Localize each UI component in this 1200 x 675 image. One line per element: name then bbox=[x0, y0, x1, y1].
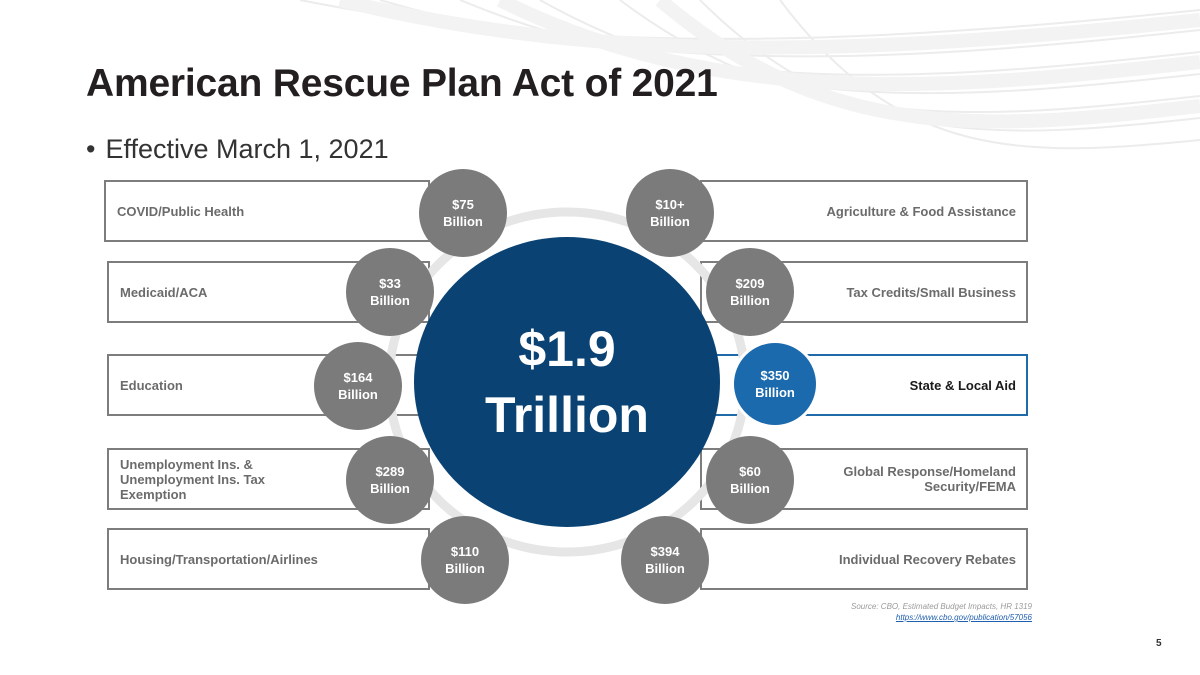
category-box-covid-public-health: COVID/Public Health bbox=[104, 180, 430, 242]
amount-bubble-unemployment: $289 Billion bbox=[346, 436, 434, 524]
category-label: Medicaid/ACA bbox=[120, 284, 208, 300]
bubble-unit: Billion bbox=[370, 293, 410, 308]
amount-bubble-covid: $75 Billion bbox=[419, 169, 507, 257]
category-label: Global Response/Homeland Security/FEMA bbox=[843, 464, 1016, 494]
bubble-unit: Billion bbox=[443, 214, 483, 229]
effective-date-text: Effective March 1, 2021 bbox=[105, 134, 389, 164]
bubble-amount: $350 bbox=[760, 368, 790, 383]
source-link[interactable]: https://www.cbo.gov/publication/57056 bbox=[895, 613, 1032, 622]
page-number: 5 bbox=[1156, 638, 1162, 649]
amount-bubble-state-local-aid: $350 Billion bbox=[731, 340, 819, 428]
category-box-agriculture-food: Agriculture & Food Assistance bbox=[700, 180, 1028, 242]
bubble-amount: $60 bbox=[739, 464, 761, 479]
category-label: COVID/Public Health bbox=[117, 203, 245, 219]
source-text: Source: CBO, Estimated Budget Impacts, H… bbox=[851, 602, 1032, 611]
amount-bubble-agriculture: $10+ Billion bbox=[626, 169, 714, 257]
bubble-unit: Billion bbox=[370, 481, 410, 496]
bubble-amount: $10+ bbox=[655, 197, 685, 212]
bubble-unit: Billion bbox=[338, 387, 378, 402]
category-label: Unemployment Ins. & Unemployment Ins. Ta… bbox=[120, 456, 265, 502]
category-label: Housing/Transportation/Airlines bbox=[120, 551, 318, 567]
source-citation: Source: CBO, Estimated Budget Impacts, H… bbox=[851, 601, 1032, 623]
category-label: Tax Credits/Small Business bbox=[846, 284, 1016, 300]
amount-bubble-global-response: $60 Billion bbox=[706, 436, 794, 524]
bubble-amount: $209 bbox=[735, 276, 765, 291]
amount-bubble-housing: $110 Billion bbox=[421, 516, 509, 604]
bubble-unit: Billion bbox=[755, 385, 795, 400]
amount-bubble-medicaid: $33 Billion bbox=[346, 248, 434, 336]
bubble-amount: $164 bbox=[343, 370, 373, 385]
bubble-amount: $394 bbox=[650, 544, 680, 559]
category-box-individual-recovery-rebates: Individual Recovery Rebates bbox=[700, 528, 1028, 590]
bubble-amount: $110 bbox=[450, 544, 480, 559]
total-circle: $1.9 Trillion bbox=[414, 237, 720, 527]
slide-title: American Rescue Plan Act of 2021 bbox=[86, 62, 718, 105]
total-amount: $1.9 bbox=[518, 321, 616, 377]
amount-bubble-tax-credits: $209 Billion bbox=[706, 248, 794, 336]
effective-date-bullet: • Effective March 1, 2021 bbox=[86, 134, 389, 165]
bubble-amount: $75 bbox=[452, 197, 474, 212]
category-label: Agriculture & Food Assistance bbox=[826, 203, 1017, 219]
bubble-unit: Billion bbox=[730, 481, 770, 496]
total-unit: Trillion bbox=[485, 387, 649, 443]
bubble-unit: Billion bbox=[645, 561, 685, 576]
bullet-dot: • bbox=[86, 134, 96, 164]
category-box-housing-transportation-airlines: Housing/Transportation/Airlines bbox=[107, 528, 430, 590]
category-label: State & Local Aid bbox=[909, 377, 1016, 393]
amount-bubble-rebates: $394 Billion bbox=[621, 516, 709, 604]
bubble-amount: $33 bbox=[379, 276, 401, 291]
amount-bubble-education: $164 Billion bbox=[314, 342, 402, 430]
bubble-unit: Billion bbox=[445, 561, 485, 576]
bubble-unit: Billion bbox=[650, 214, 690, 229]
bubble-unit: Billion bbox=[730, 293, 770, 308]
bubble-amount: $289 bbox=[375, 464, 405, 479]
category-label: Education bbox=[120, 377, 183, 393]
category-label: Individual Recovery Rebates bbox=[838, 551, 1016, 567]
